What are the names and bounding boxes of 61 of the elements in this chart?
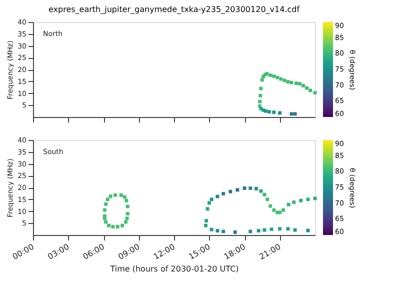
point xyxy=(119,193,123,197)
point xyxy=(270,228,274,232)
point xyxy=(262,192,266,196)
point xyxy=(278,111,282,115)
point xyxy=(248,186,252,190)
point xyxy=(114,193,117,197)
point xyxy=(282,78,286,82)
point xyxy=(124,198,128,202)
point xyxy=(286,202,290,206)
chart-title: expres_earth_jupiter_ganymede_txka-y235_20300120_v14.cdf xyxy=(48,5,300,14)
point xyxy=(267,110,271,114)
point xyxy=(102,216,106,220)
point xyxy=(233,230,237,234)
point xyxy=(299,198,303,202)
point xyxy=(104,202,108,206)
point xyxy=(222,192,226,196)
point xyxy=(124,220,128,224)
point xyxy=(108,194,112,198)
point xyxy=(293,112,297,116)
point xyxy=(216,228,220,232)
point xyxy=(258,100,262,104)
point xyxy=(268,204,272,208)
point xyxy=(204,219,208,222)
point xyxy=(278,210,282,214)
point xyxy=(216,194,220,198)
point xyxy=(302,84,305,88)
point xyxy=(126,212,130,216)
point xyxy=(282,208,286,212)
point xyxy=(292,200,296,204)
point xyxy=(298,82,302,86)
point xyxy=(276,76,280,80)
point xyxy=(111,224,115,228)
point xyxy=(104,220,108,224)
point xyxy=(106,198,110,202)
point xyxy=(258,94,262,98)
point xyxy=(272,110,276,114)
point xyxy=(266,198,270,202)
point xyxy=(268,73,272,77)
point xyxy=(278,227,282,231)
point xyxy=(286,80,290,84)
point xyxy=(305,86,309,90)
point xyxy=(308,88,312,92)
point xyxy=(228,190,232,194)
point xyxy=(116,224,120,228)
point xyxy=(294,82,298,86)
point xyxy=(248,230,252,234)
point xyxy=(272,74,276,78)
point xyxy=(259,189,263,193)
point xyxy=(260,78,264,82)
point xyxy=(236,188,240,192)
point xyxy=(306,198,310,202)
point xyxy=(222,230,226,234)
point xyxy=(102,208,106,212)
point xyxy=(210,228,214,232)
point xyxy=(254,186,258,190)
point xyxy=(272,208,276,212)
x-axis-title: Time (hours of 2030-01-20 UTC) xyxy=(109,264,239,274)
point xyxy=(256,228,260,232)
point xyxy=(208,201,211,205)
point xyxy=(286,227,290,231)
point xyxy=(210,198,214,202)
